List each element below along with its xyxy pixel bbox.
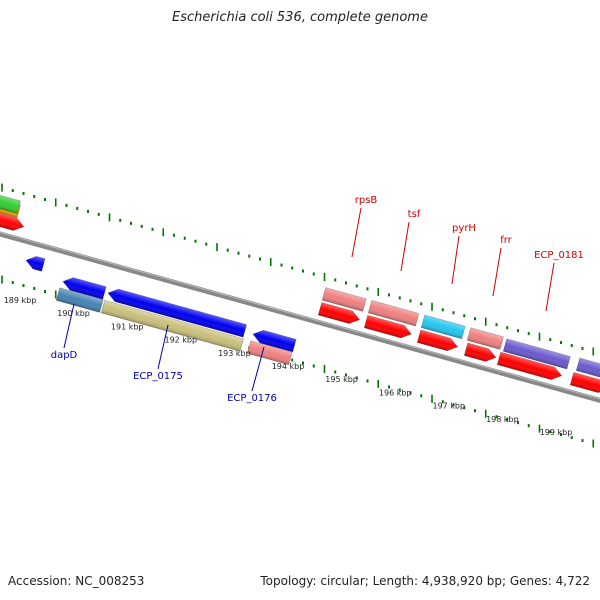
frr-gene (463, 342, 497, 362)
feature-labels: rpsB tsf pyrH frr ECP_0181 dapD ECP_0175 ECP_01… (51, 195, 584, 404)
backbone-highlight (0, 231, 600, 400)
ECP_0181-gene-shade (497, 352, 562, 380)
scale-label: 194 kbp (272, 362, 305, 371)
gene-label-ECP_0176: ECP_0176 (227, 393, 277, 404)
scale-label: 198 kbp (486, 415, 519, 424)
rpsB-gene-shade (318, 302, 360, 324)
leader-ECP_0176 (251, 346, 265, 392)
genome-summary: Topology: circular; Length: 4,938,920 bp… (260, 574, 590, 588)
accession-label: Accession: NC_008253 (8, 574, 145, 588)
ECP_0175-cds-shade (101, 300, 244, 352)
leader-ECP_0181 (545, 262, 555, 312)
frr-gene-shade (464, 342, 496, 362)
pyrH-cds-shade (421, 315, 466, 339)
ECP_0175-gene-shade (108, 289, 247, 338)
rpsB-cds (321, 287, 367, 312)
rpsB-cds-shade (322, 287, 367, 312)
ECP_0175-cds (100, 299, 244, 352)
scale-label: 199 kbp (540, 428, 573, 437)
ECP_0176-gene (252, 329, 297, 353)
forward-tick-track (1, 183, 595, 356)
dapD-gene-shade (63, 277, 107, 300)
cds-feature (0, 210, 25, 231)
page-title: Escherichia coli 536, complete genome (172, 10, 428, 25)
gene-feature (25, 256, 46, 272)
gene-label-ECP_0181: ECP_0181 (534, 250, 584, 261)
gene-label-ECP_0175: ECP_0175 (133, 371, 183, 382)
genome-backbone (0, 231, 600, 403)
leader-tsf (400, 221, 410, 272)
leader-ECP_0175 (157, 324, 169, 370)
gene-label-rpsB: rpsB (355, 195, 378, 206)
scale-label: 193 kbp (218, 349, 251, 358)
cds-feature-shade (0, 210, 24, 231)
scale-label: 191 kbp (111, 322, 144, 331)
pyrH-cds (420, 314, 466, 340)
feature-track (0, 192, 600, 393)
gene-label-pyrH: pyrH (452, 223, 476, 234)
ECP_0181-cds (502, 338, 571, 370)
tsf-cds-shade (368, 300, 419, 326)
next-gene (569, 371, 600, 393)
gene-feature-shade (26, 256, 46, 272)
green-feature (0, 192, 22, 214)
gene-label-dapD: dapD (51, 350, 78, 361)
tsf-gene (363, 314, 412, 339)
next-gene-shade (570, 372, 600, 393)
next-cds (575, 357, 600, 380)
ECP_0175-gene (107, 288, 247, 338)
scale-label: 192 kbp (164, 336, 197, 345)
backbone-line (0, 231, 600, 403)
frr-cds (466, 327, 504, 350)
leader-frr (492, 247, 502, 297)
frr-cds-shade (467, 327, 504, 350)
pyrH-gene-shade (417, 329, 458, 351)
scale-label: 197 kbp (432, 402, 465, 411)
ECP_0176-cds (246, 340, 293, 366)
leader-pyrH (451, 235, 460, 285)
leader-rpsB (351, 207, 362, 258)
ECP_0181-cds-shade (503, 338, 571, 369)
ECP_0176-cds-shade (247, 340, 293, 365)
scale-label: 196 kbp (379, 388, 412, 397)
scale-label: 195 kbp (325, 375, 358, 384)
scale-labels: 189 kbp 190 kbp 191 kbp 192 kbp 193 kbp 194 k… (4, 296, 573, 437)
scale-label: 190 kbp (57, 309, 90, 318)
gene-label-tsf: tsf (408, 209, 421, 220)
rpsB-gene (317, 302, 361, 324)
tsf-cds (367, 299, 420, 327)
ECP_0181-gene (496, 351, 563, 380)
next-cds-shade (576, 358, 600, 380)
tsf-gene-shade (364, 315, 412, 338)
label-leaders (63, 207, 555, 392)
gene-label-frr: frr (500, 235, 512, 246)
ECP_0176-gene-shade (253, 330, 297, 352)
pyrH-gene (416, 329, 459, 352)
green-feature-shade (0, 192, 21, 214)
dapD-cds (55, 287, 104, 313)
dapD-cds-shade (56, 287, 104, 313)
scale-label: 189 kbp (4, 296, 37, 305)
dapD-gene (62, 277, 107, 300)
leader-dapD (63, 303, 75, 349)
